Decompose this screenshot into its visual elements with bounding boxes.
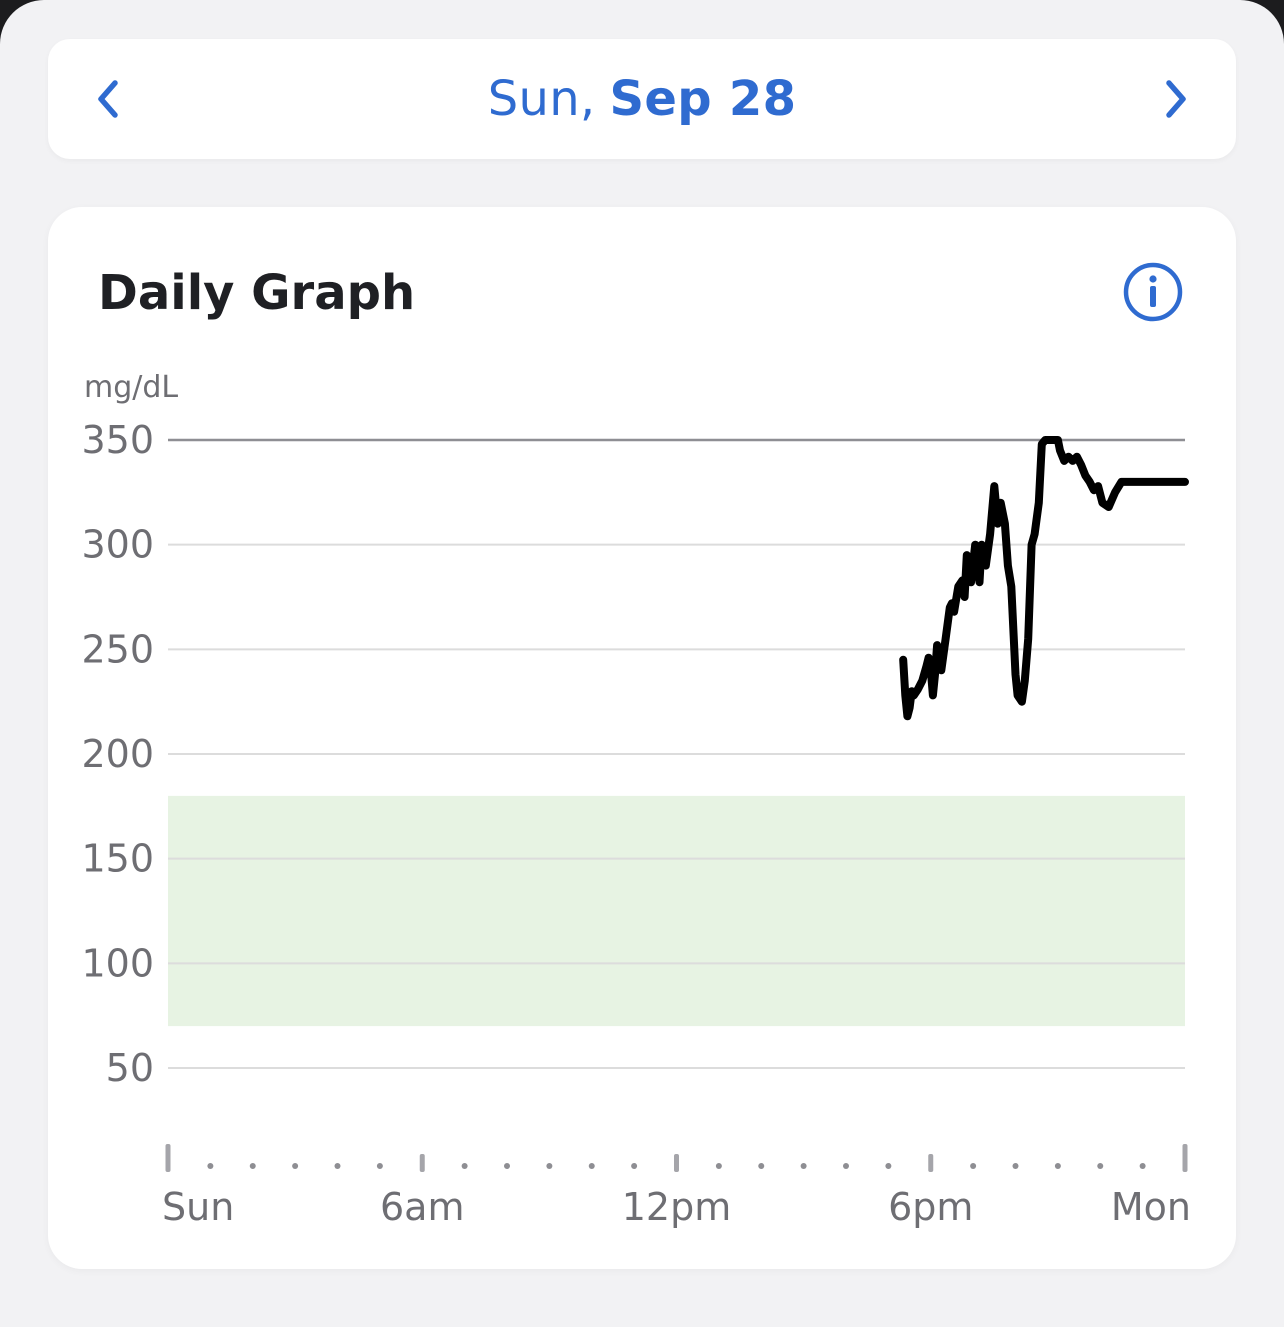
target-range-band: [168, 795, 1185, 1027]
x-minor-tick: [1012, 1163, 1019, 1169]
y-tick-label: 200: [81, 732, 154, 776]
x-major-tick: [674, 1154, 679, 1172]
selected-date: Sun, Sep 28: [48, 39, 1236, 159]
y-tick-label: 150: [81, 837, 154, 881]
info-button[interactable]: [1122, 261, 1184, 323]
x-minor-tick: [715, 1163, 722, 1169]
x-minor-tick: [334, 1163, 341, 1169]
x-minor-tick: [588, 1163, 595, 1169]
x-minor-tick: [970, 1163, 977, 1169]
x-major-tick: [419, 1154, 425, 1172]
y-tick-label: 100: [81, 941, 154, 985]
x-minor-tick: [631, 1163, 638, 1169]
x-minor-tick: [292, 1163, 299, 1169]
date-value: Sep 28: [609, 71, 797, 127]
x-minor-tick: [504, 1163, 510, 1169]
x-minor-tick: [843, 1163, 849, 1169]
x-tick-label: 6am: [380, 1185, 464, 1229]
x-tick-label: 12pm: [622, 1185, 732, 1229]
x-tick-label: 6pm: [888, 1185, 973, 1229]
x-minor-tick: [885, 1163, 892, 1169]
y-axis-unit-label: mg/dL: [84, 370, 178, 405]
x-minor-tick: [800, 1163, 807, 1169]
chevron-right-icon: [1166, 80, 1186, 118]
x-minor-tick: [546, 1163, 553, 1169]
next-day-button[interactable]: [1146, 69, 1206, 129]
daily-graph-card: Daily Graph mg/dL 50 100 150 200 250 300 350 Sun…: [48, 207, 1236, 1269]
x-tick-label: Mon: [1111, 1185, 1191, 1229]
x-minor-tick: [1054, 1163, 1061, 1169]
x-minor-tick: [758, 1163, 765, 1169]
glucose-chart: mg/dL 50 100 150 200 250 300 350 Sun 6am 12pm 6pm Mo…: [81, 370, 1191, 1229]
x-major-tick: [165, 1144, 171, 1172]
y-tick-label: 50: [106, 1046, 154, 1090]
date-navigator: Sun, Sep 28: [48, 39, 1236, 159]
chevron-left-icon: [98, 80, 118, 118]
x-minor-tick: [1139, 1163, 1146, 1169]
x-minor-tick: [207, 1163, 214, 1169]
x-minor-tick: [249, 1163, 256, 1169]
x-tick-label: Sun: [162, 1185, 234, 1229]
y-tick-label: 350: [81, 418, 154, 462]
x-minor-tick: [1097, 1163, 1104, 1169]
x-minor-tick: [461, 1163, 468, 1169]
date-day-of-week: Sun,: [487, 71, 596, 127]
glucose-series-line: [899, 436, 1189, 721]
x-minor-tick: [376, 1163, 383, 1169]
x-major-tick: [928, 1154, 934, 1172]
y-tick-label: 300: [81, 523, 154, 567]
info-icon: [1123, 262, 1183, 322]
x-major-tick: [1182, 1144, 1188, 1172]
previous-day-button[interactable]: [78, 69, 138, 129]
y-tick-label: 250: [81, 627, 154, 671]
card-title: Daily Graph: [98, 265, 416, 321]
